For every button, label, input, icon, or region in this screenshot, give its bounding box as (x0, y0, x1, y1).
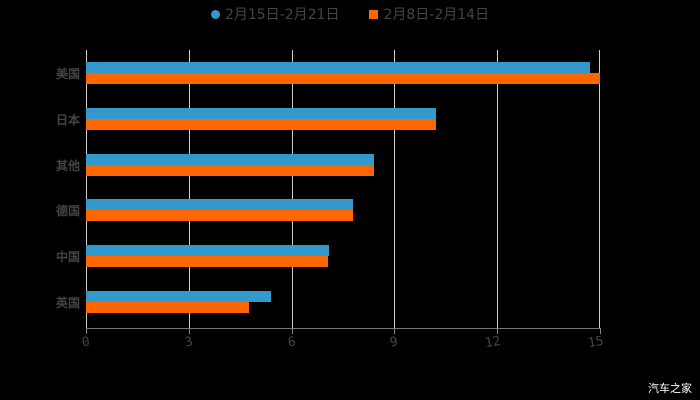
legend-square-icon (369, 9, 379, 19)
x-tick-label: 6 (286, 334, 297, 351)
bar[interactable] (86, 245, 330, 256)
bar[interactable] (86, 62, 590, 73)
x-tick (394, 328, 396, 334)
category-label: 英国 (55, 296, 80, 310)
x-tick (497, 328, 499, 334)
bar[interactable] (86, 165, 374, 176)
legend-item-series-2[interactable]: 2月8日-2月14日 (369, 4, 489, 24)
gridline (599, 50, 600, 328)
category-label: 中国 (55, 250, 80, 264)
bar[interactable] (86, 210, 354, 221)
x-tick (291, 328, 293, 334)
bar[interactable] (86, 256, 328, 267)
category-label: 美国 (55, 67, 80, 81)
bar[interactable] (86, 73, 600, 84)
gridline (394, 50, 395, 328)
chart-legend: 2月15日-2月21日 2月8日-2月14日 (0, 4, 700, 24)
bar[interactable] (86, 119, 436, 130)
legend-circle-icon (210, 9, 220, 19)
bar[interactable] (86, 199, 354, 210)
category-label: 德国 (55, 204, 80, 218)
x-tick (188, 328, 190, 334)
x-tick-label: 15 (586, 333, 605, 352)
x-tick-label: 0 (80, 334, 92, 351)
gridline (86, 50, 87, 328)
x-tick-label: 12 (484, 333, 503, 352)
x-tick (86, 328, 87, 334)
plot-area (86, 50, 600, 328)
x-tick-label: 9 (389, 334, 400, 351)
bar[interactable] (86, 302, 249, 313)
x-tick (600, 328, 601, 334)
legend-label: 2月8日-2月14日 (383, 7, 490, 23)
category-label: 其他 (55, 159, 80, 173)
legend-item-series-1[interactable]: 2月15日-2月21日 (210, 4, 340, 24)
legend-label: 2月15日-2月21日 (224, 7, 340, 23)
watermark: 汽车之家 (648, 382, 692, 395)
bar[interactable] (86, 108, 436, 119)
category-label: 日本 (55, 113, 80, 127)
bar[interactable] (86, 154, 374, 165)
x-axis (86, 328, 600, 329)
gridline (292, 50, 293, 328)
gridline (189, 50, 190, 328)
bar[interactable] (86, 291, 272, 302)
gridline (497, 50, 498, 328)
x-tick-label: 3 (183, 334, 194, 351)
